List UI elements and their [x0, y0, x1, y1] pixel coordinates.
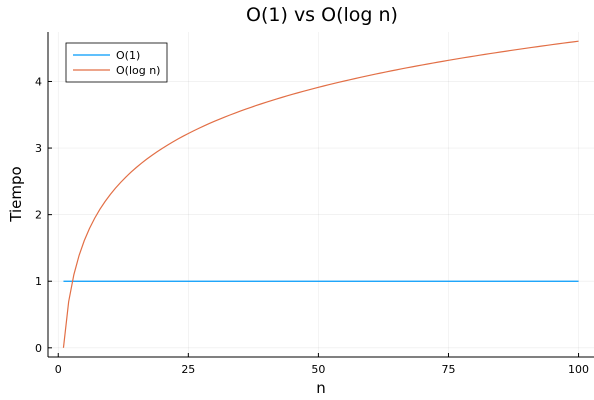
x-gridlines [57, 32, 579, 357]
y-gridlines [48, 81, 594, 349]
legend-box [65, 42, 168, 83]
legend-label-ologn: O(log n) [116, 64, 160, 77]
x-tick-label: 25 [181, 363, 195, 376]
series-group [62, 40, 579, 348]
y-tick-label: 4 [35, 75, 42, 88]
x-tick-label: 50 [311, 363, 325, 376]
y-tick-label: 2 [35, 209, 42, 222]
x-tick-label: 0 [55, 363, 62, 376]
legend: O(1) O(log n) [65, 42, 168, 83]
x-tick-label: 75 [441, 363, 455, 376]
legend-label-o1: O(1) [116, 49, 140, 62]
y-axis-label: Tiempo [7, 166, 25, 222]
y-tick-label: 0 [35, 342, 42, 355]
x-axis-label: n [316, 379, 326, 397]
x-axis-ticks: 0 25 50 75 100 [55, 353, 589, 376]
y-axis-ticks: 0 1 2 3 4 [35, 75, 52, 355]
series-line-ologn [62, 40, 579, 348]
y-tick-label: 1 [35, 275, 42, 288]
y-tick-label: 3 [35, 142, 42, 155]
x-tick-label: 100 [568, 363, 589, 376]
chart-title: O(1) vs O(log n) [246, 4, 398, 26]
